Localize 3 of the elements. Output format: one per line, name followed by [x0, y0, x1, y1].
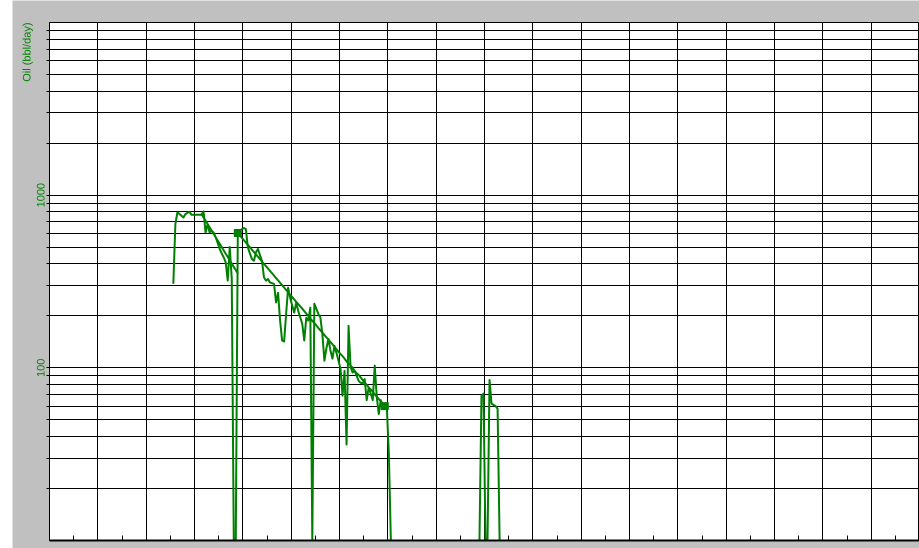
- y-tick-label: 1000: [36, 182, 48, 208]
- y-tick-label: 100: [36, 358, 48, 378]
- y-axis-title: Oil (bbl/day): [22, 22, 34, 82]
